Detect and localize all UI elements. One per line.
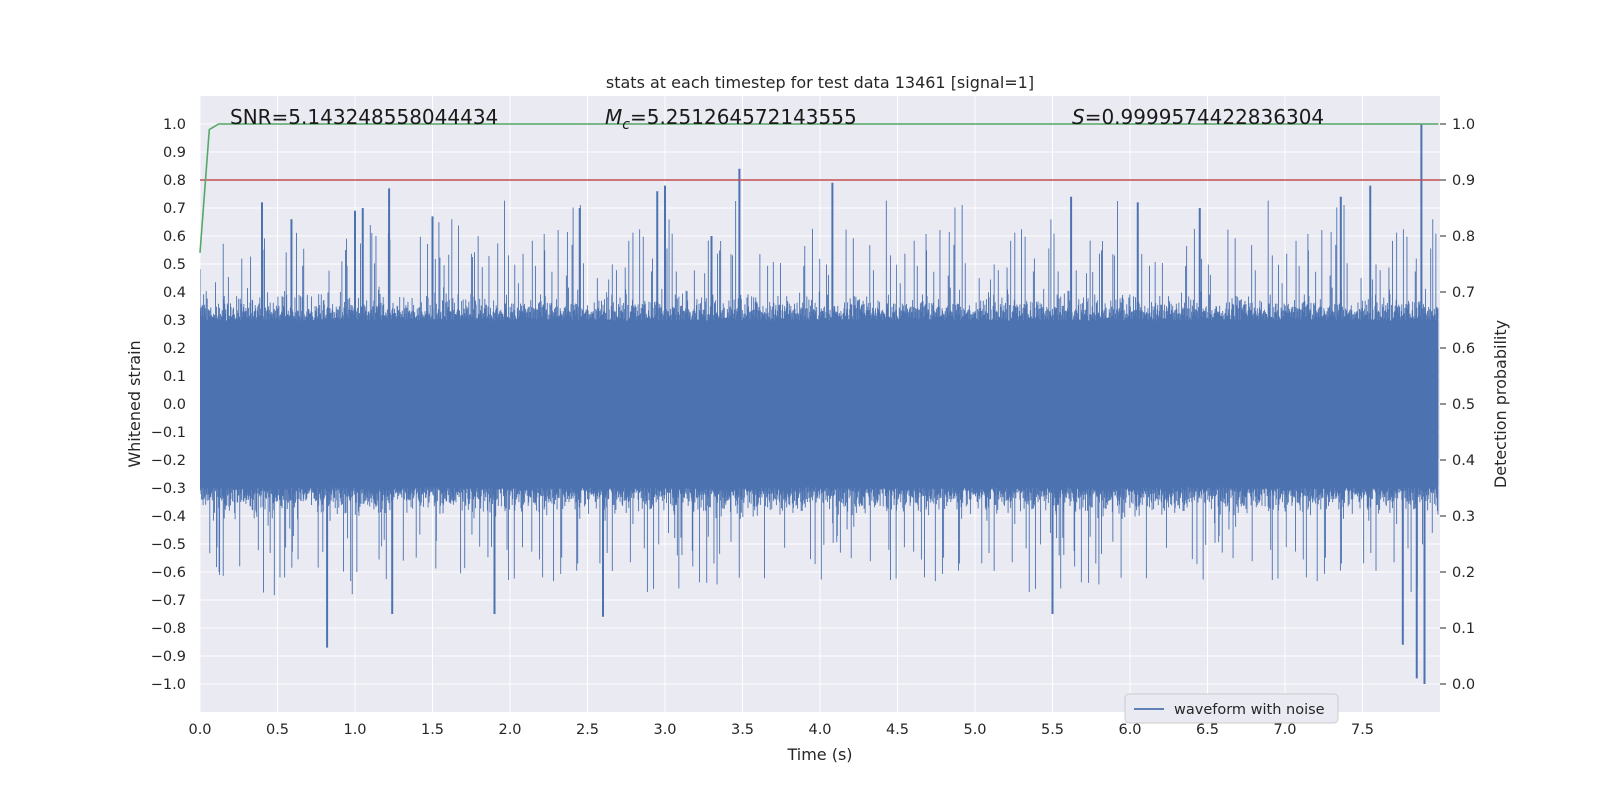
x-tick-label: 3.5 (731, 722, 754, 738)
y-tick-label: −0.8 (151, 621, 186, 637)
y-right-tick-label: 0.5 (1452, 397, 1475, 413)
detection-score-annotation: S=0.9999574422836304 (1072, 105, 1324, 129)
y-tick-label: −0.2 (151, 453, 186, 469)
chirp-mass-value: =5.251264572143555 (630, 105, 857, 129)
chirp-mass-subscript: c (622, 117, 630, 133)
x-tick-label: 4.5 (886, 722, 909, 738)
y-tick-label: 0.6 (163, 229, 186, 245)
y-right-tick-label: 0.8 (1452, 229, 1475, 245)
x-tick-label: 6.5 (1196, 722, 1219, 738)
y-tick-label: 0.2 (163, 341, 186, 357)
x-tick-label: 2.0 (498, 722, 521, 738)
x-tick-label: 6.0 (1118, 722, 1141, 738)
legend-label: waveform with noise (1174, 702, 1325, 718)
y-right-tick-label: 0.1 (1452, 621, 1475, 637)
detection-probability-line (199, 123, 1439, 253)
chart-title: stats at each timestep for test data 134… (606, 73, 1034, 92)
y-axis-ticks: 1.0 0.9 0.8 0.7 0.6 0.5 0.4 0.3 0.2 0.1 0.0 −0.1 −0.… (151, 117, 186, 693)
y-axis-label: Whitened strain (125, 340, 144, 467)
x-tick-label: 5.5 (1041, 722, 1064, 738)
y-tick-label: −0.4 (151, 509, 186, 525)
x-tick-label: 0.5 (266, 722, 289, 738)
y-tick-label: −0.9 (151, 649, 186, 665)
y-tick-label: −0.5 (151, 537, 186, 553)
x-tick-label: 5.0 (963, 722, 986, 738)
y-right-axis-label: Detection probability (1491, 320, 1510, 488)
y-tick-label: 0.5 (163, 257, 186, 273)
y-right-tick-label: 1.0 (1452, 117, 1475, 133)
y-right-tick-label: 0.6 (1452, 341, 1475, 357)
x-tick-label: 3.0 (653, 722, 676, 738)
y-tick-label: −0.6 (151, 565, 186, 581)
y-tick-label: −0.3 (151, 481, 186, 497)
x-tick-label: 1.0 (343, 722, 366, 738)
x-tick-label: 7.0 (1273, 722, 1296, 738)
y-tick-label: 0.1 (163, 369, 186, 385)
y-right-tick-label: 0.9 (1452, 173, 1475, 189)
x-axis-label: Time (s) (786, 745, 852, 764)
y-tick-label: 0.8 (163, 173, 186, 189)
score-value: =0.9999574422836304 (1085, 105, 1324, 129)
y-right-tick-label: 0.2 (1452, 565, 1475, 581)
y-tick-label: 0.9 (163, 145, 186, 161)
waveform-with-noise-series (200, 124, 1439, 684)
y-right-tick-label: 0.0 (1452, 677, 1475, 693)
x-tick-label: 2.5 (576, 722, 599, 738)
x-tick-label: 7.5 (1351, 722, 1374, 738)
chirp-mass-symbol: M (605, 105, 622, 129)
score-symbol: S (1072, 105, 1085, 129)
y-tick-label: −0.1 (151, 425, 186, 441)
x-axis-ticks: 0.0 0.5 1.0 1.5 2.0 2.5 3.0 3.5 4.0 4.5 5.0 5.5 6.0 6… (188, 722, 1374, 738)
legend-box (1124, 693, 1339, 724)
y-right-tick-label: 0.7 (1452, 285, 1475, 301)
y-tick-label: 0.3 (163, 313, 186, 329)
chirp-mass-annotation: Mc=5.251264572143555 (605, 105, 857, 133)
snr-annotation: SNR=5.143248558044434 (230, 105, 498, 129)
y-right-tick-label: 0.4 (1452, 453, 1475, 469)
x-tick-label: 0.0 (188, 722, 211, 738)
y-tick-label: −0.7 (151, 593, 186, 609)
waveform-noise-trace (200, 200, 1439, 596)
y-right-axis-ticks: 1.0 0.9 0.8 0.7 0.6 0.5 0.4 0.3 0.2 0.1 0.0 (1440, 117, 1475, 693)
y-tick-label: 0.4 (163, 285, 186, 301)
x-tick-label: 4.0 (808, 722, 831, 738)
plot-content (199, 123, 1440, 684)
y-tick-label: 1.0 (163, 117, 186, 133)
y-tick-label: 0.7 (163, 201, 186, 217)
x-tick-label: 1.5 (421, 722, 444, 738)
y-tick-label: 0.0 (163, 397, 186, 413)
y-tick-label: −1.0 (151, 677, 186, 693)
y-right-tick-label: 0.3 (1452, 509, 1475, 525)
legend: waveform with noise (1124, 693, 1339, 724)
